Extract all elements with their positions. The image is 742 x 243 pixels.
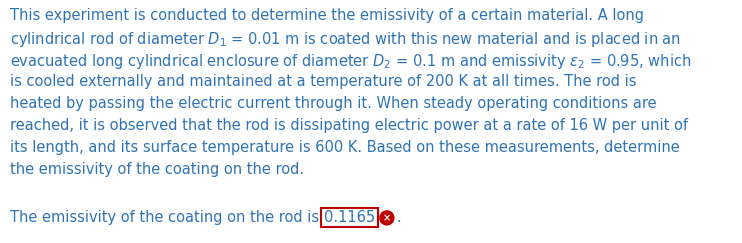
Text: reached, it is observed that the rod is dissipating electric power at a rate of : reached, it is observed that the rod is … <box>10 118 688 133</box>
Text: cylindrical rod of diameter $D_1$ = 0.01 m is coated with this new material and : cylindrical rod of diameter $D_1$ = 0.01… <box>10 30 681 49</box>
Circle shape <box>380 211 394 225</box>
Text: .: . <box>397 210 401 226</box>
Text: is cooled externally and maintained at a temperature of 200 K at all times. The : is cooled externally and maintained at a… <box>10 74 637 89</box>
Text: heated by passing the electric current through it. When steady operating conditi: heated by passing the electric current t… <box>10 96 657 111</box>
Text: This experiment is conducted to determine the emissivity of a certain material. : This experiment is conducted to determin… <box>10 8 644 23</box>
Text: 0.1165: 0.1165 <box>324 210 375 226</box>
Text: ×: × <box>383 213 391 223</box>
Text: the emissivity of the coating on the rod.: the emissivity of the coating on the rod… <box>10 162 304 177</box>
Text: The emissivity of the coating on the rod is: The emissivity of the coating on the rod… <box>10 210 324 226</box>
Text: evacuated long cylindrical enclosure of diameter $D_2$ = 0.1 m and emissivity $\: evacuated long cylindrical enclosure of … <box>10 52 692 71</box>
Text: its length, and its surface temperature is 600 K. Based on these measurements, d: its length, and its surface temperature … <box>10 140 680 155</box>
